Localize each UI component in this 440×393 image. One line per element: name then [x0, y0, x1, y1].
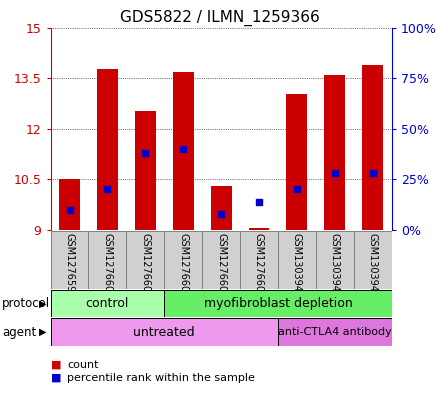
Text: GSM1303941: GSM1303941 — [330, 233, 340, 298]
Bar — [249, 228, 269, 230]
Text: GSM1276601: GSM1276601 — [140, 233, 150, 298]
Bar — [202, 231, 240, 289]
Text: GSM1276600: GSM1276600 — [103, 233, 113, 298]
Point — [218, 211, 225, 217]
Bar — [173, 72, 194, 230]
Bar — [88, 231, 126, 289]
Text: count: count — [67, 360, 99, 370]
Bar — [164, 290, 392, 317]
Text: ■: ■ — [51, 360, 61, 370]
Text: ▶: ▶ — [39, 327, 47, 337]
Text: ■: ■ — [51, 373, 61, 383]
Bar — [278, 318, 392, 346]
Bar — [316, 231, 354, 289]
Text: GSM1303942: GSM1303942 — [368, 233, 378, 298]
Bar — [164, 231, 202, 289]
Text: myofibroblast depletion: myofibroblast depletion — [204, 297, 352, 310]
Bar — [135, 111, 156, 230]
Bar — [51, 290, 164, 317]
Text: control: control — [86, 297, 129, 310]
Text: GSM1276604: GSM1276604 — [254, 233, 264, 298]
Bar — [59, 179, 80, 230]
Bar — [97, 69, 118, 230]
Bar — [362, 65, 383, 230]
Point — [293, 186, 301, 193]
Point — [180, 146, 187, 152]
Point — [369, 170, 376, 176]
Text: GDS5822 / ILMN_1259366: GDS5822 / ILMN_1259366 — [120, 10, 320, 26]
Bar — [126, 231, 164, 289]
Point — [66, 206, 73, 213]
Bar — [324, 75, 345, 230]
Text: ▶: ▶ — [39, 298, 47, 309]
Text: GSM1276599: GSM1276599 — [65, 233, 74, 298]
Bar — [211, 186, 231, 230]
Bar — [286, 94, 307, 230]
Text: agent: agent — [2, 325, 37, 339]
Point — [142, 150, 149, 156]
Text: anti-CTLA4 antibody: anti-CTLA4 antibody — [278, 327, 392, 337]
Bar — [51, 231, 88, 289]
Bar — [278, 231, 316, 289]
Text: GSM1276603: GSM1276603 — [216, 233, 226, 298]
Text: untreated: untreated — [133, 325, 195, 339]
Bar — [240, 231, 278, 289]
Point — [104, 186, 111, 193]
Point — [256, 198, 263, 205]
Text: protocol: protocol — [2, 297, 50, 310]
Bar — [354, 231, 392, 289]
Text: percentile rank within the sample: percentile rank within the sample — [67, 373, 255, 383]
Text: GSM1303940: GSM1303940 — [292, 233, 302, 298]
Bar — [51, 318, 278, 346]
Text: GSM1276602: GSM1276602 — [178, 233, 188, 298]
Point — [331, 170, 338, 176]
